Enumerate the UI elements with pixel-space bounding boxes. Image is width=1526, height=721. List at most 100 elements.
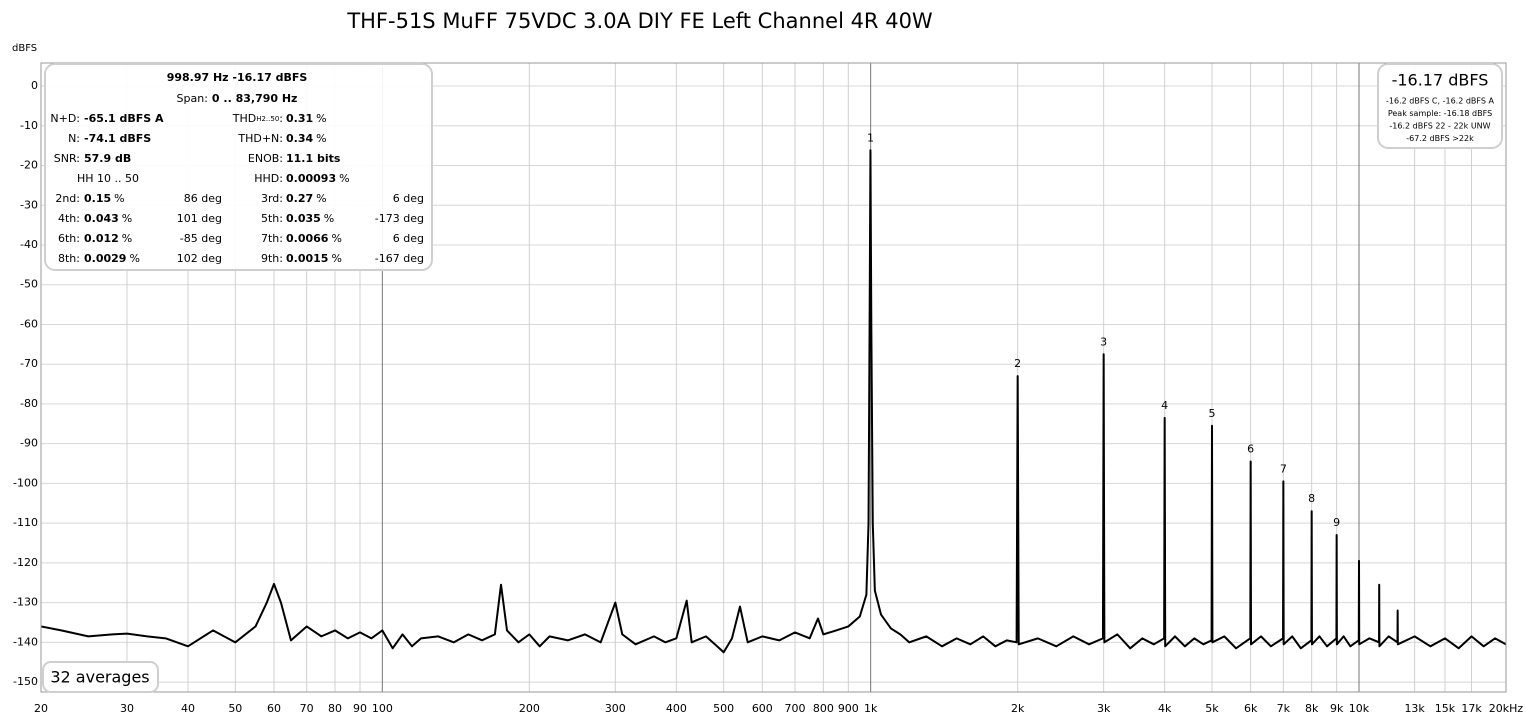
averages-label: 32 averages	[50, 668, 149, 687]
x-tick-label: 2k	[1011, 702, 1025, 715]
peak-label: 6	[1247, 443, 1254, 456]
text-part: 0.31	[286, 112, 313, 125]
info-header: 998.97 Hz -16.17 dBFS	[167, 71, 308, 84]
x-tick-label: 20	[34, 702, 48, 715]
text-part: 6th:	[58, 232, 80, 245]
info-label: 4th:	[58, 212, 80, 225]
text-part: :	[279, 112, 283, 125]
text-part: 0.012	[84, 232, 119, 245]
text-part: %	[122, 212, 132, 225]
plot-frame	[40, 62, 1507, 693]
info-label: ENOB:	[248, 152, 283, 165]
text-part: -74.1 dBFS	[84, 132, 151, 145]
x-tick-label: 300	[605, 702, 626, 715]
text-part: %	[339, 172, 349, 185]
text-part: %	[331, 252, 341, 265]
text-part: 0 .. 83,790 Hz	[212, 92, 298, 105]
text-part: THD	[232, 112, 256, 125]
x-tick-label: 6k	[1244, 702, 1258, 715]
text-part: H2..50	[256, 115, 279, 123]
averages-box	[42, 661, 159, 693]
text-part: 9th:	[261, 252, 283, 265]
x-tick-label: 800	[813, 702, 834, 715]
info-label: 7th:	[261, 232, 283, 245]
text-part: 5th:	[261, 212, 283, 225]
x-tick-label: 600	[752, 702, 773, 715]
text-part: THD+N:	[237, 132, 283, 145]
info-label: 2nd:	[55, 192, 80, 205]
info-value: 0.27%	[286, 192, 327, 205]
info-label: THDH2..50:	[232, 112, 283, 125]
plot	[40, 149, 1507, 654]
peak-label: 5	[1208, 407, 1215, 420]
info-phase: 102 deg	[177, 252, 222, 265]
y-tick-label: -50	[20, 278, 38, 291]
y-tick-label: -110	[13, 516, 38, 529]
x-tick-label: 9k	[1330, 702, 1344, 715]
info-label: 3rd:	[261, 192, 283, 205]
x-tick-label: 90	[353, 702, 367, 715]
y-tick-label: -70	[20, 357, 38, 370]
x-tick-label: 17k	[1461, 702, 1482, 715]
text-part: 57.9 dB	[84, 152, 131, 165]
text-part: 7th:	[261, 232, 283, 245]
y-tick-label: 0	[31, 79, 38, 92]
text-part: 11.1 bits	[286, 152, 341, 165]
text-part: %	[129, 252, 139, 265]
y-tick-label: -90	[20, 437, 38, 450]
info-value: 0.0029%	[84, 252, 140, 265]
info-label: 9th:	[261, 252, 283, 265]
peak-label: 3	[1100, 335, 1107, 348]
info-label: N:	[68, 132, 80, 145]
overlay: 1 2 3 4 5 6 7 8 9 998.97 Hz -16.17 dBFS Span: 0 .. …	[42, 63, 1503, 693]
info-value: 57.9 dB	[84, 152, 131, 165]
peak-label: 9	[1333, 516, 1340, 529]
y-tick-label: -60	[20, 317, 38, 330]
info-value: 11.1 bits	[286, 152, 341, 165]
y-tick-label: -10	[20, 119, 38, 132]
text-part: HHD:	[254, 172, 283, 185]
info-value: 0.0066%	[286, 232, 342, 245]
x-tick-label: 1k	[864, 702, 878, 715]
y-tick-label: -130	[13, 596, 38, 609]
text-part: %	[316, 192, 326, 205]
x-tick-label: 70	[300, 702, 314, 715]
info-value: 0.0015%	[286, 252, 342, 265]
y-tick-label: -80	[20, 397, 38, 410]
text-part: %	[316, 132, 326, 145]
peak-label: 1	[867, 131, 874, 144]
spectrum-line	[40, 149, 1507, 654]
peak-label: 7	[1280, 462, 1287, 475]
level-main: -16.17 dBFS	[1392, 71, 1489, 90]
x-tick-label: 15k	[1435, 702, 1456, 715]
y-tick-label: -140	[13, 635, 38, 648]
text-part: 0.15	[84, 192, 111, 205]
text-part: 0.043	[84, 212, 119, 225]
text-part: 0.00093	[286, 172, 336, 185]
text-part: 8th:	[58, 252, 80, 265]
text-part: N:	[68, 132, 80, 145]
level-line: -16.2 dBFS C, -16.2 dBFS A	[1386, 97, 1494, 106]
x-tick-label: 80	[328, 702, 342, 715]
x-tick-label: 700	[785, 702, 806, 715]
text-part: 0.0066	[286, 232, 329, 245]
text-part: Span:	[177, 92, 208, 105]
text-part: 3rd:	[261, 192, 283, 205]
info-phase: 6 deg	[393, 232, 424, 245]
info-label: 6th:	[58, 232, 80, 245]
info-phase: -173 deg	[375, 212, 424, 225]
text-part: %	[324, 212, 334, 225]
level-line: Peak sample: -16.18 dBFS	[1388, 109, 1492, 118]
info-phase: -167 deg	[375, 252, 424, 265]
info-label: HH 10 .. 50	[77, 172, 139, 185]
x-tick-label: 50	[228, 702, 242, 715]
x-tick-label: 60	[267, 702, 281, 715]
x-tick-label: 3k	[1097, 702, 1111, 715]
x-tick-label: 8k	[1305, 702, 1319, 715]
text-part: -65.1 dBFS A	[84, 112, 164, 125]
text-part: 0.035	[286, 212, 321, 225]
info-label: 8th:	[58, 252, 80, 265]
x-tick-label: 40	[181, 702, 195, 715]
info-label: N+D:	[50, 112, 80, 125]
